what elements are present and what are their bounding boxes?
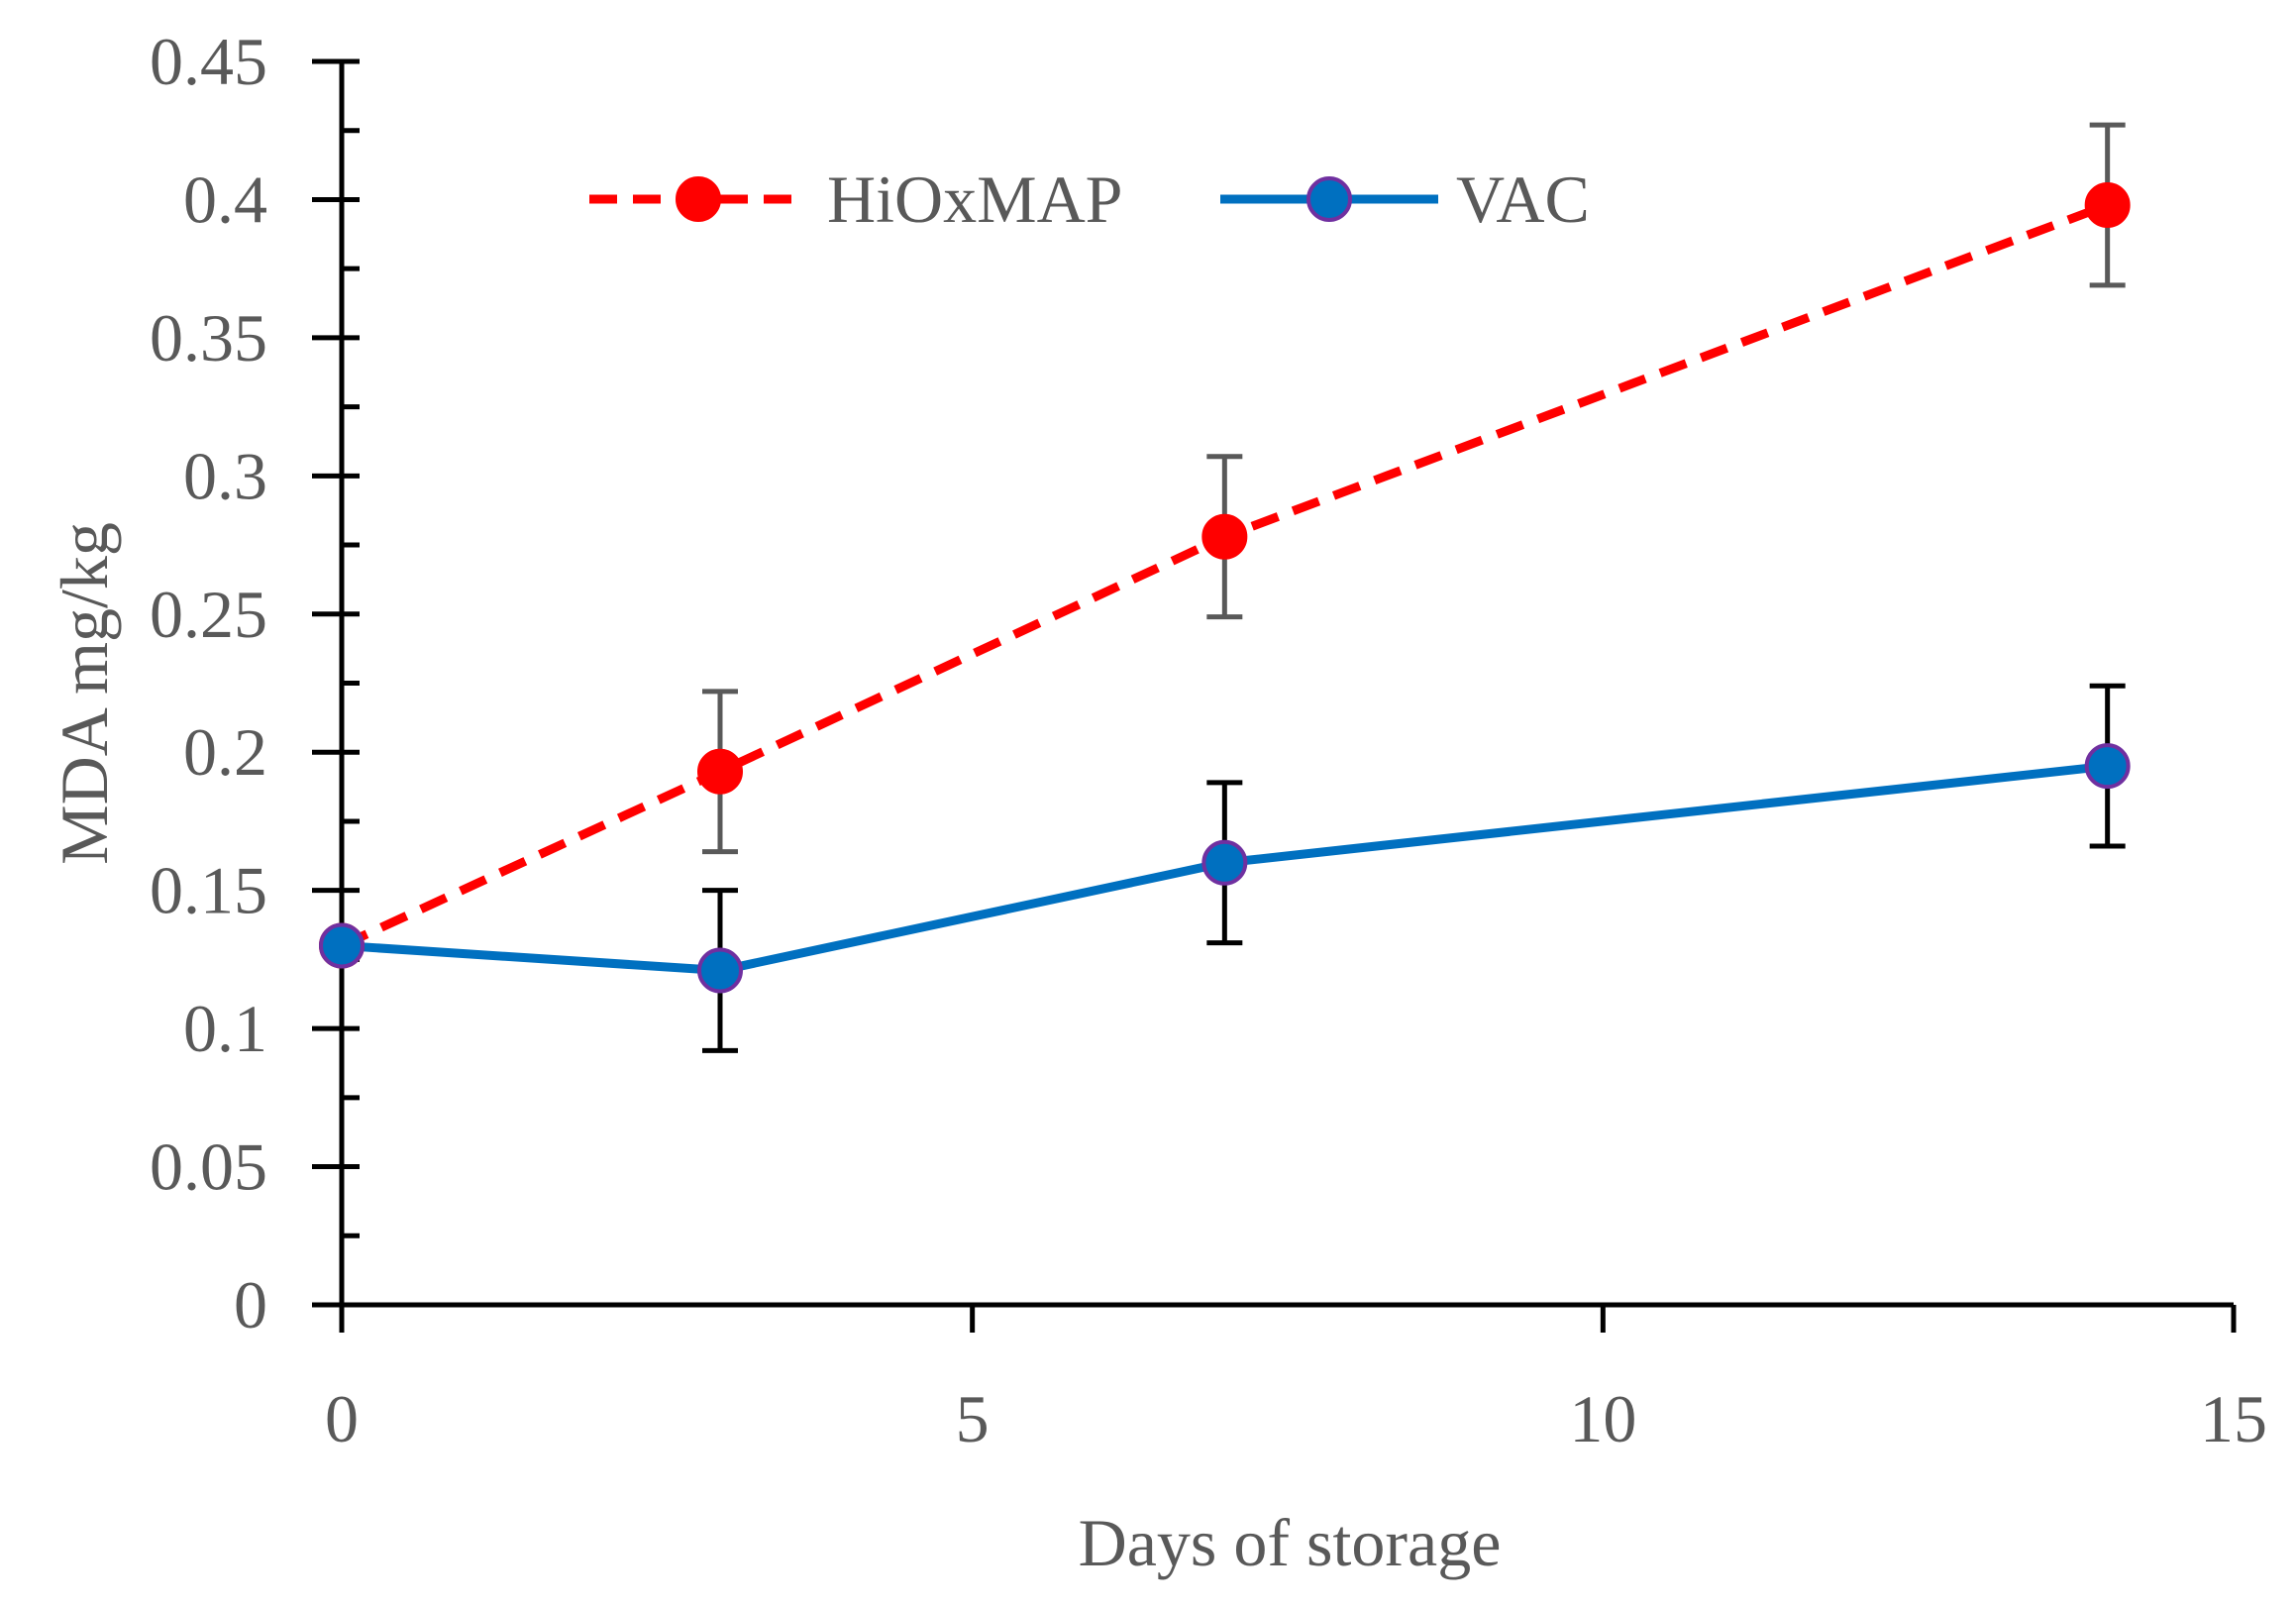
legend-item-hioxmap: HiOxMAP [589, 161, 1123, 237]
y-tick-label: 0 [234, 1267, 267, 1342]
x-tick-label: 10 [1569, 1381, 1636, 1456]
axes [312, 58, 2237, 1333]
y-tick-label: 0.45 [150, 24, 267, 99]
data-point-vac [319, 922, 365, 969]
legend-marker-swatch [1306, 176, 1352, 222]
y-tick-label: 0.4 [183, 161, 267, 237]
y-tick-label: 0.15 [150, 853, 267, 928]
data-point-vac [2084, 743, 2131, 790]
tick-labels: 0 0.05 0.1 0.15 0.2 0.25 0.3 0.35 0.4 0.45 0 5 10 15 [150, 24, 2267, 1456]
data-point-hioxmap [1201, 513, 1248, 560]
series [319, 122, 2131, 1053]
y-tick-label: 0.05 [150, 1129, 267, 1205]
data-point-vac [697, 947, 743, 994]
y-axis-title: MDA mg/kg [47, 522, 122, 865]
y-tick-label: 0.35 [150, 300, 267, 376]
data-point-hioxmap [2084, 182, 2131, 229]
x-tick-label: 15 [2200, 1381, 2267, 1456]
legend-label: HiOxMAP [827, 161, 1123, 237]
legend-label: VAC [1456, 161, 1590, 237]
x-axis-title: Days of storage [1079, 1505, 1502, 1580]
y-tick-label: 0.3 [183, 438, 267, 513]
data-point-hioxmap [697, 748, 743, 795]
axis-titles: Days of storage MDA mg/kg [47, 522, 1501, 1580]
data-point-vac [1201, 839, 1248, 886]
y-tick-label: 0.25 [150, 577, 267, 652]
x-tick-label: 5 [956, 1381, 990, 1456]
legend-item-vac: VAC [1220, 161, 1590, 237]
series-hioxmap [340, 200, 2110, 950]
series-line-vac [341, 761, 2109, 976]
y-tick-label: 0.2 [183, 714, 267, 790]
markers-vac [319, 743, 2131, 994]
y-tick-label: 0.1 [183, 991, 267, 1066]
error-bars-vac [702, 683, 2126, 1053]
series-line-hioxmap [340, 200, 2110, 950]
legend-marker-swatch [676, 176, 721, 222]
x-tick-label: 0 [325, 1381, 359, 1456]
legend: HiOxMAP VAC [589, 161, 1590, 237]
series-vac [341, 761, 2109, 976]
